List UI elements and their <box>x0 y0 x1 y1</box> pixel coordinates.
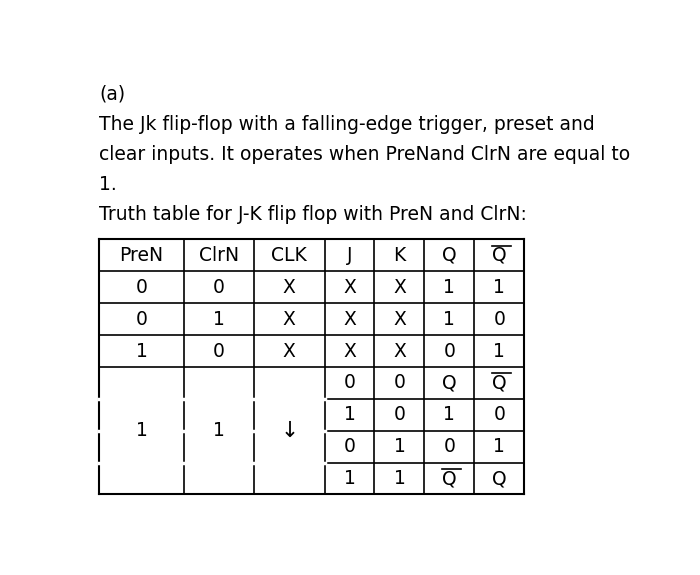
Text: 0: 0 <box>443 437 455 456</box>
Text: Truth table for J-K flip flop with PreN and ClrN:: Truth table for J-K flip flop with PreN … <box>99 205 527 224</box>
Text: 0: 0 <box>393 405 405 424</box>
Text: ClrN: ClrN <box>199 246 239 265</box>
Text: J: J <box>346 246 352 265</box>
Text: 0: 0 <box>393 373 405 392</box>
Text: 1.: 1. <box>99 175 117 194</box>
Text: X: X <box>283 278 295 297</box>
Text: X: X <box>393 278 406 297</box>
Text: Q: Q <box>492 373 507 392</box>
Text: Q: Q <box>492 469 507 488</box>
Text: 1: 1 <box>393 469 405 488</box>
Text: 1: 1 <box>136 421 148 440</box>
Text: X: X <box>343 310 356 329</box>
Text: (a): (a) <box>99 85 125 104</box>
Text: 0: 0 <box>213 278 225 297</box>
Text: 1: 1 <box>213 421 225 440</box>
Text: K: K <box>393 246 405 265</box>
Text: X: X <box>343 278 356 297</box>
Text: 1: 1 <box>344 405 356 424</box>
Text: 0: 0 <box>494 310 505 329</box>
Text: X: X <box>283 342 295 361</box>
Text: X: X <box>283 310 295 329</box>
Text: 0: 0 <box>136 278 148 297</box>
Text: CLK: CLK <box>272 246 307 265</box>
Text: X: X <box>393 310 406 329</box>
Text: 0: 0 <box>344 373 356 392</box>
Text: Q: Q <box>442 373 456 392</box>
Text: 1: 1 <box>494 278 505 297</box>
Text: 1: 1 <box>443 278 455 297</box>
Text: Q: Q <box>492 246 507 265</box>
Text: 0: 0 <box>344 437 356 456</box>
Text: The Jk flip-flop with a falling-edge trigger, preset and: The Jk flip-flop with a falling-edge tri… <box>99 114 595 133</box>
Text: 1: 1 <box>344 469 356 488</box>
Text: X: X <box>343 342 356 361</box>
Text: 1: 1 <box>443 310 455 329</box>
Text: clear inputs. It operates when PreNand ClrN are equal to: clear inputs. It operates when PreNand C… <box>99 145 631 164</box>
Text: 1: 1 <box>393 437 405 456</box>
Text: 0: 0 <box>213 342 225 361</box>
Text: X: X <box>393 342 406 361</box>
Text: 0: 0 <box>443 342 455 361</box>
Text: 1: 1 <box>443 405 455 424</box>
Text: 1: 1 <box>494 342 505 361</box>
Text: 1: 1 <box>494 437 505 456</box>
Text: 1: 1 <box>136 342 148 361</box>
Text: Q: Q <box>442 469 456 488</box>
Text: 0: 0 <box>136 310 148 329</box>
Text: 1: 1 <box>213 310 225 329</box>
Text: PreN: PreN <box>120 246 164 265</box>
Text: 0: 0 <box>494 405 505 424</box>
Text: Q: Q <box>442 246 456 265</box>
Text: ↓: ↓ <box>280 421 298 440</box>
